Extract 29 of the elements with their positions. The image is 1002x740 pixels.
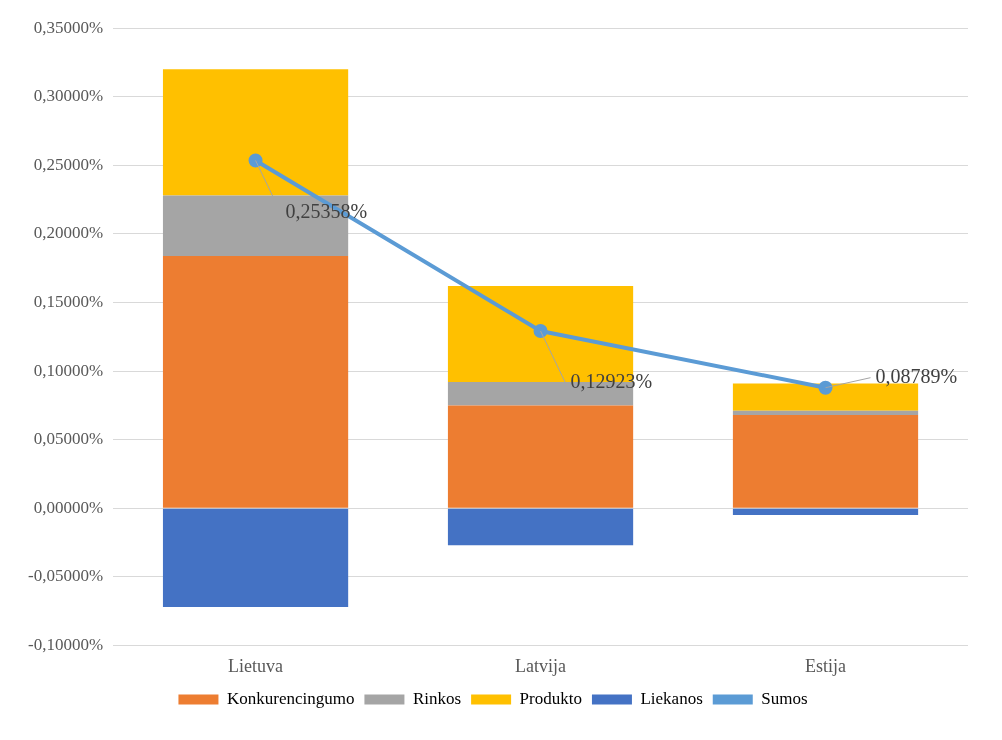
y-tick-label: 0,05000%: [33, 429, 104, 449]
legend-label: Sumos: [761, 688, 808, 708]
legend-label: Liekanos: [640, 688, 703, 708]
y-tick-label: -0,05000%: [27, 566, 104, 586]
legend-label: Konkurencingumo: [226, 688, 355, 708]
bar: [732, 414, 919, 508]
point: [818, 380, 833, 395]
point: [248, 153, 263, 168]
y-tick-label: 0,20000%: [33, 223, 104, 243]
x-tick-label: Lietuva: [228, 655, 284, 676]
y-tick-label: -0,10000%: [27, 634, 104, 654]
point: [533, 324, 548, 338]
y-tick-label: 0,10000%: [33, 360, 104, 380]
y-tick-label: 0,25000%: [33, 154, 104, 174]
y-tick-label: 0,00000%: [33, 497, 104, 517]
bar: [162, 508, 349, 607]
bar: [447, 405, 634, 508]
bar: [732, 508, 919, 516]
bar: [732, 410, 919, 415]
bar: [447, 508, 634, 546]
bar: [162, 69, 349, 196]
y-tick-label: 0,15000%: [33, 291, 104, 311]
legend-label: Rinkos: [412, 688, 462, 708]
legend-label: Produkto: [519, 688, 582, 708]
x-tick-label: Latvija: [515, 655, 567, 676]
y-tick-label: 0,35000%: [33, 17, 104, 37]
y-tick-label: 0,30000%: [33, 86, 104, 106]
data-label: 0,08789%: [875, 364, 958, 387]
x-tick-label: Estija: [805, 655, 847, 676]
